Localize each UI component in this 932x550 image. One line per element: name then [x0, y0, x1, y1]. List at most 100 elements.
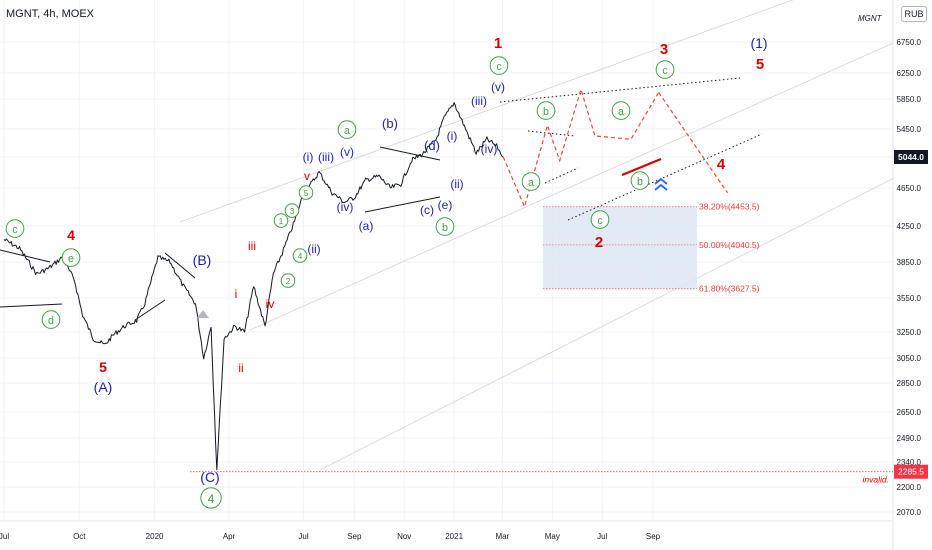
wave-label: (c) [420, 203, 434, 217]
wave-label-text: b [543, 106, 549, 118]
wave-label-text: (v) [491, 80, 505, 94]
wave-label: (ii) [450, 177, 463, 191]
wave-label-circle [521, 172, 541, 191]
wave-label-circle [489, 56, 509, 75]
wave-label-text: 4 [298, 252, 303, 261]
wave-label-circle [61, 248, 81, 267]
currency-badge[interactable]: RUB [901, 6, 927, 22]
wave-label-circle [292, 248, 308, 263]
wave-label: 3 [660, 41, 668, 58]
wave-label-text: (c) [420, 203, 434, 217]
wave-label: 4 [200, 487, 222, 509]
time-tick-label: Jul [597, 532, 607, 541]
pattern-line [164, 252, 196, 279]
fib-level-label: 38.20%(4453.5) [699, 202, 760, 212]
wave-label: (iii) [318, 150, 334, 164]
wave-label-text: (1) [750, 35, 767, 51]
wave-label-text: e [68, 253, 74, 265]
time-tick-label: Nov [397, 532, 411, 541]
wave-label-text: 4 [67, 227, 75, 243]
wave-label-circle [611, 101, 631, 120]
wave-label-text: (C) [200, 469, 219, 485]
time-tick-label: Oct [73, 532, 86, 541]
wave-label: c [590, 210, 610, 229]
time-tick-label: Apr [223, 532, 236, 541]
price-tick-label: 3850.0 [897, 258, 922, 267]
price-tick-label: 3550.0 [897, 294, 922, 303]
wave-label: (iv) [337, 200, 354, 214]
wave-label-text: (ii) [307, 242, 320, 256]
price-tick-label: 4250.0 [897, 222, 922, 231]
wave-label-text: 1 [494, 35, 502, 52]
channel-line [249, 42, 893, 331]
wave-label-circle [630, 171, 650, 190]
wave-label: 5 [99, 359, 107, 375]
wave-label: (iii) [471, 94, 487, 108]
wave-label-text: 4 [208, 492, 215, 506]
wave-label: d [41, 310, 61, 329]
wave-label-text: (iv) [481, 142, 498, 156]
wave-label-text: (i) [303, 150, 314, 164]
wave-label-text: (A) [94, 379, 113, 395]
time-tick-label: Mar [496, 532, 510, 541]
wave-label: a [521, 172, 541, 191]
wave-label-text: iii [248, 239, 256, 253]
wave-label-text: 3 [660, 41, 668, 58]
last-price-tag [894, 150, 928, 164]
price-tick-label: 2850.0 [897, 379, 922, 388]
invalidation-label: invalid. [863, 475, 889, 485]
wave-label-circle [536, 101, 556, 120]
pattern-line [364, 196, 441, 213]
wave-label: 4 [292, 248, 308, 263]
wave-label-text: a [344, 125, 350, 137]
wave-label: e [61, 248, 81, 267]
pattern-line [0, 303, 63, 308]
projection-paths [502, 87, 728, 209]
wave-label: 2 [280, 273, 296, 288]
wave-label-text: (b) [382, 116, 398, 131]
wave-label-text: 3 [290, 207, 295, 216]
wave-label: (1) [750, 35, 767, 51]
wave-label-circle [41, 310, 61, 329]
wave-label-text: b [637, 176, 643, 188]
time-axis[interactable]: Jul Oct 2020 Apr Jul Sep Nov 2021 Mar May Jul Sep [0, 532, 661, 541]
wave-label: a [337, 120, 357, 139]
symbol-title: MGNT, 4h, MOEX [6, 8, 95, 20]
invalid-price-label: 2285.5 [898, 467, 924, 477]
wave-label-text: (i) [447, 129, 458, 143]
time-tick-label: 2021 [445, 532, 463, 541]
wave-label: (iv) [481, 142, 498, 156]
wave-label-circle [590, 210, 610, 229]
time-tick-label: May [545, 532, 560, 541]
wave-label-circle [337, 120, 357, 139]
wave-label-text: b [442, 222, 448, 234]
channel-line [179, 0, 794, 223]
wave-label-circle [298, 185, 314, 200]
wave-label-text: v [304, 169, 310, 183]
price-axis[interactable]: 6750.0 6250.0 5850.0 5450.0 4650.0 4250.0 3850… [894, 38, 928, 517]
invalid-price-tag [894, 464, 928, 479]
wave-label-text: d [48, 315, 54, 327]
wave-label-text: (ii) [450, 177, 463, 191]
wave-labels: c 4ed5(A)(B)(C)4iiiiiiivv12345(i)(ii)(iii… [5, 35, 768, 509]
grid [0, 0, 894, 550]
wave-label-circle [284, 203, 300, 218]
wave-label: 2 [595, 234, 603, 251]
wave-label-text: (e) [438, 198, 453, 212]
wave-label: (i) [447, 129, 458, 143]
price-tick-label: 5450.0 [897, 125, 922, 134]
wave-target-line [499, 77, 741, 103]
time-tick-label: Sep [646, 532, 661, 541]
wave-label-circle [273, 213, 289, 228]
time-tick-label: Sep [347, 532, 362, 541]
wave-label: (b) [382, 116, 398, 131]
wave-label-text: (iii) [471, 94, 487, 108]
wave-label-text: i [235, 287, 238, 301]
price-tick-label: 2340.0 [897, 458, 922, 467]
wave-label-circle [655, 60, 675, 79]
price-tick-label: 2070.0 [897, 508, 922, 517]
wave-label: (v) [491, 80, 505, 94]
trend-channels [179, 0, 893, 471]
flag-marker-icon [197, 310, 209, 318]
